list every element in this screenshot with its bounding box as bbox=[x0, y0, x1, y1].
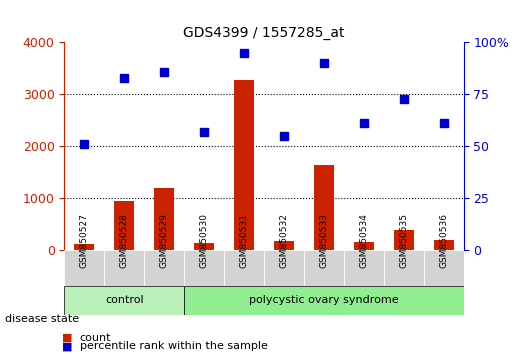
FancyBboxPatch shape bbox=[144, 250, 184, 286]
Text: percentile rank within the sample: percentile rank within the sample bbox=[80, 341, 268, 352]
FancyBboxPatch shape bbox=[344, 250, 384, 286]
Bar bbox=[154, 188, 174, 250]
Text: GSM850527: GSM850527 bbox=[80, 213, 89, 268]
Text: GSM850531: GSM850531 bbox=[239, 213, 248, 268]
Text: GSM850533: GSM850533 bbox=[319, 213, 328, 268]
FancyBboxPatch shape bbox=[304, 250, 344, 286]
FancyBboxPatch shape bbox=[264, 250, 304, 286]
FancyBboxPatch shape bbox=[104, 250, 144, 286]
Text: count: count bbox=[80, 332, 111, 343]
FancyBboxPatch shape bbox=[384, 250, 423, 286]
Bar bbox=[274, 241, 294, 250]
Text: GSM850529: GSM850529 bbox=[160, 213, 168, 268]
FancyBboxPatch shape bbox=[423, 250, 464, 286]
Bar bbox=[354, 242, 374, 250]
Text: GSM850532: GSM850532 bbox=[280, 213, 288, 268]
Text: polycystic ovary syndrome: polycystic ovary syndrome bbox=[249, 296, 399, 306]
Text: control: control bbox=[105, 296, 144, 306]
Text: ■: ■ bbox=[62, 332, 72, 343]
Bar bbox=[393, 230, 414, 250]
FancyBboxPatch shape bbox=[64, 286, 184, 315]
FancyBboxPatch shape bbox=[64, 250, 104, 286]
Bar bbox=[74, 244, 94, 250]
FancyBboxPatch shape bbox=[184, 250, 224, 286]
Text: GSM850530: GSM850530 bbox=[200, 213, 209, 268]
Text: GSM850528: GSM850528 bbox=[120, 213, 129, 268]
Text: GSM850534: GSM850534 bbox=[359, 213, 368, 268]
Text: disease state: disease state bbox=[5, 314, 79, 324]
Bar bbox=[194, 244, 214, 250]
Text: ■: ■ bbox=[62, 341, 72, 352]
Bar bbox=[234, 80, 254, 250]
Bar bbox=[114, 201, 134, 250]
Bar bbox=[434, 240, 454, 250]
Text: GSM850536: GSM850536 bbox=[439, 213, 448, 268]
Bar bbox=[314, 165, 334, 250]
FancyBboxPatch shape bbox=[184, 286, 464, 315]
Title: GDS4399 / 1557285_at: GDS4399 / 1557285_at bbox=[183, 26, 345, 40]
FancyBboxPatch shape bbox=[224, 250, 264, 286]
Text: GSM850535: GSM850535 bbox=[399, 213, 408, 268]
